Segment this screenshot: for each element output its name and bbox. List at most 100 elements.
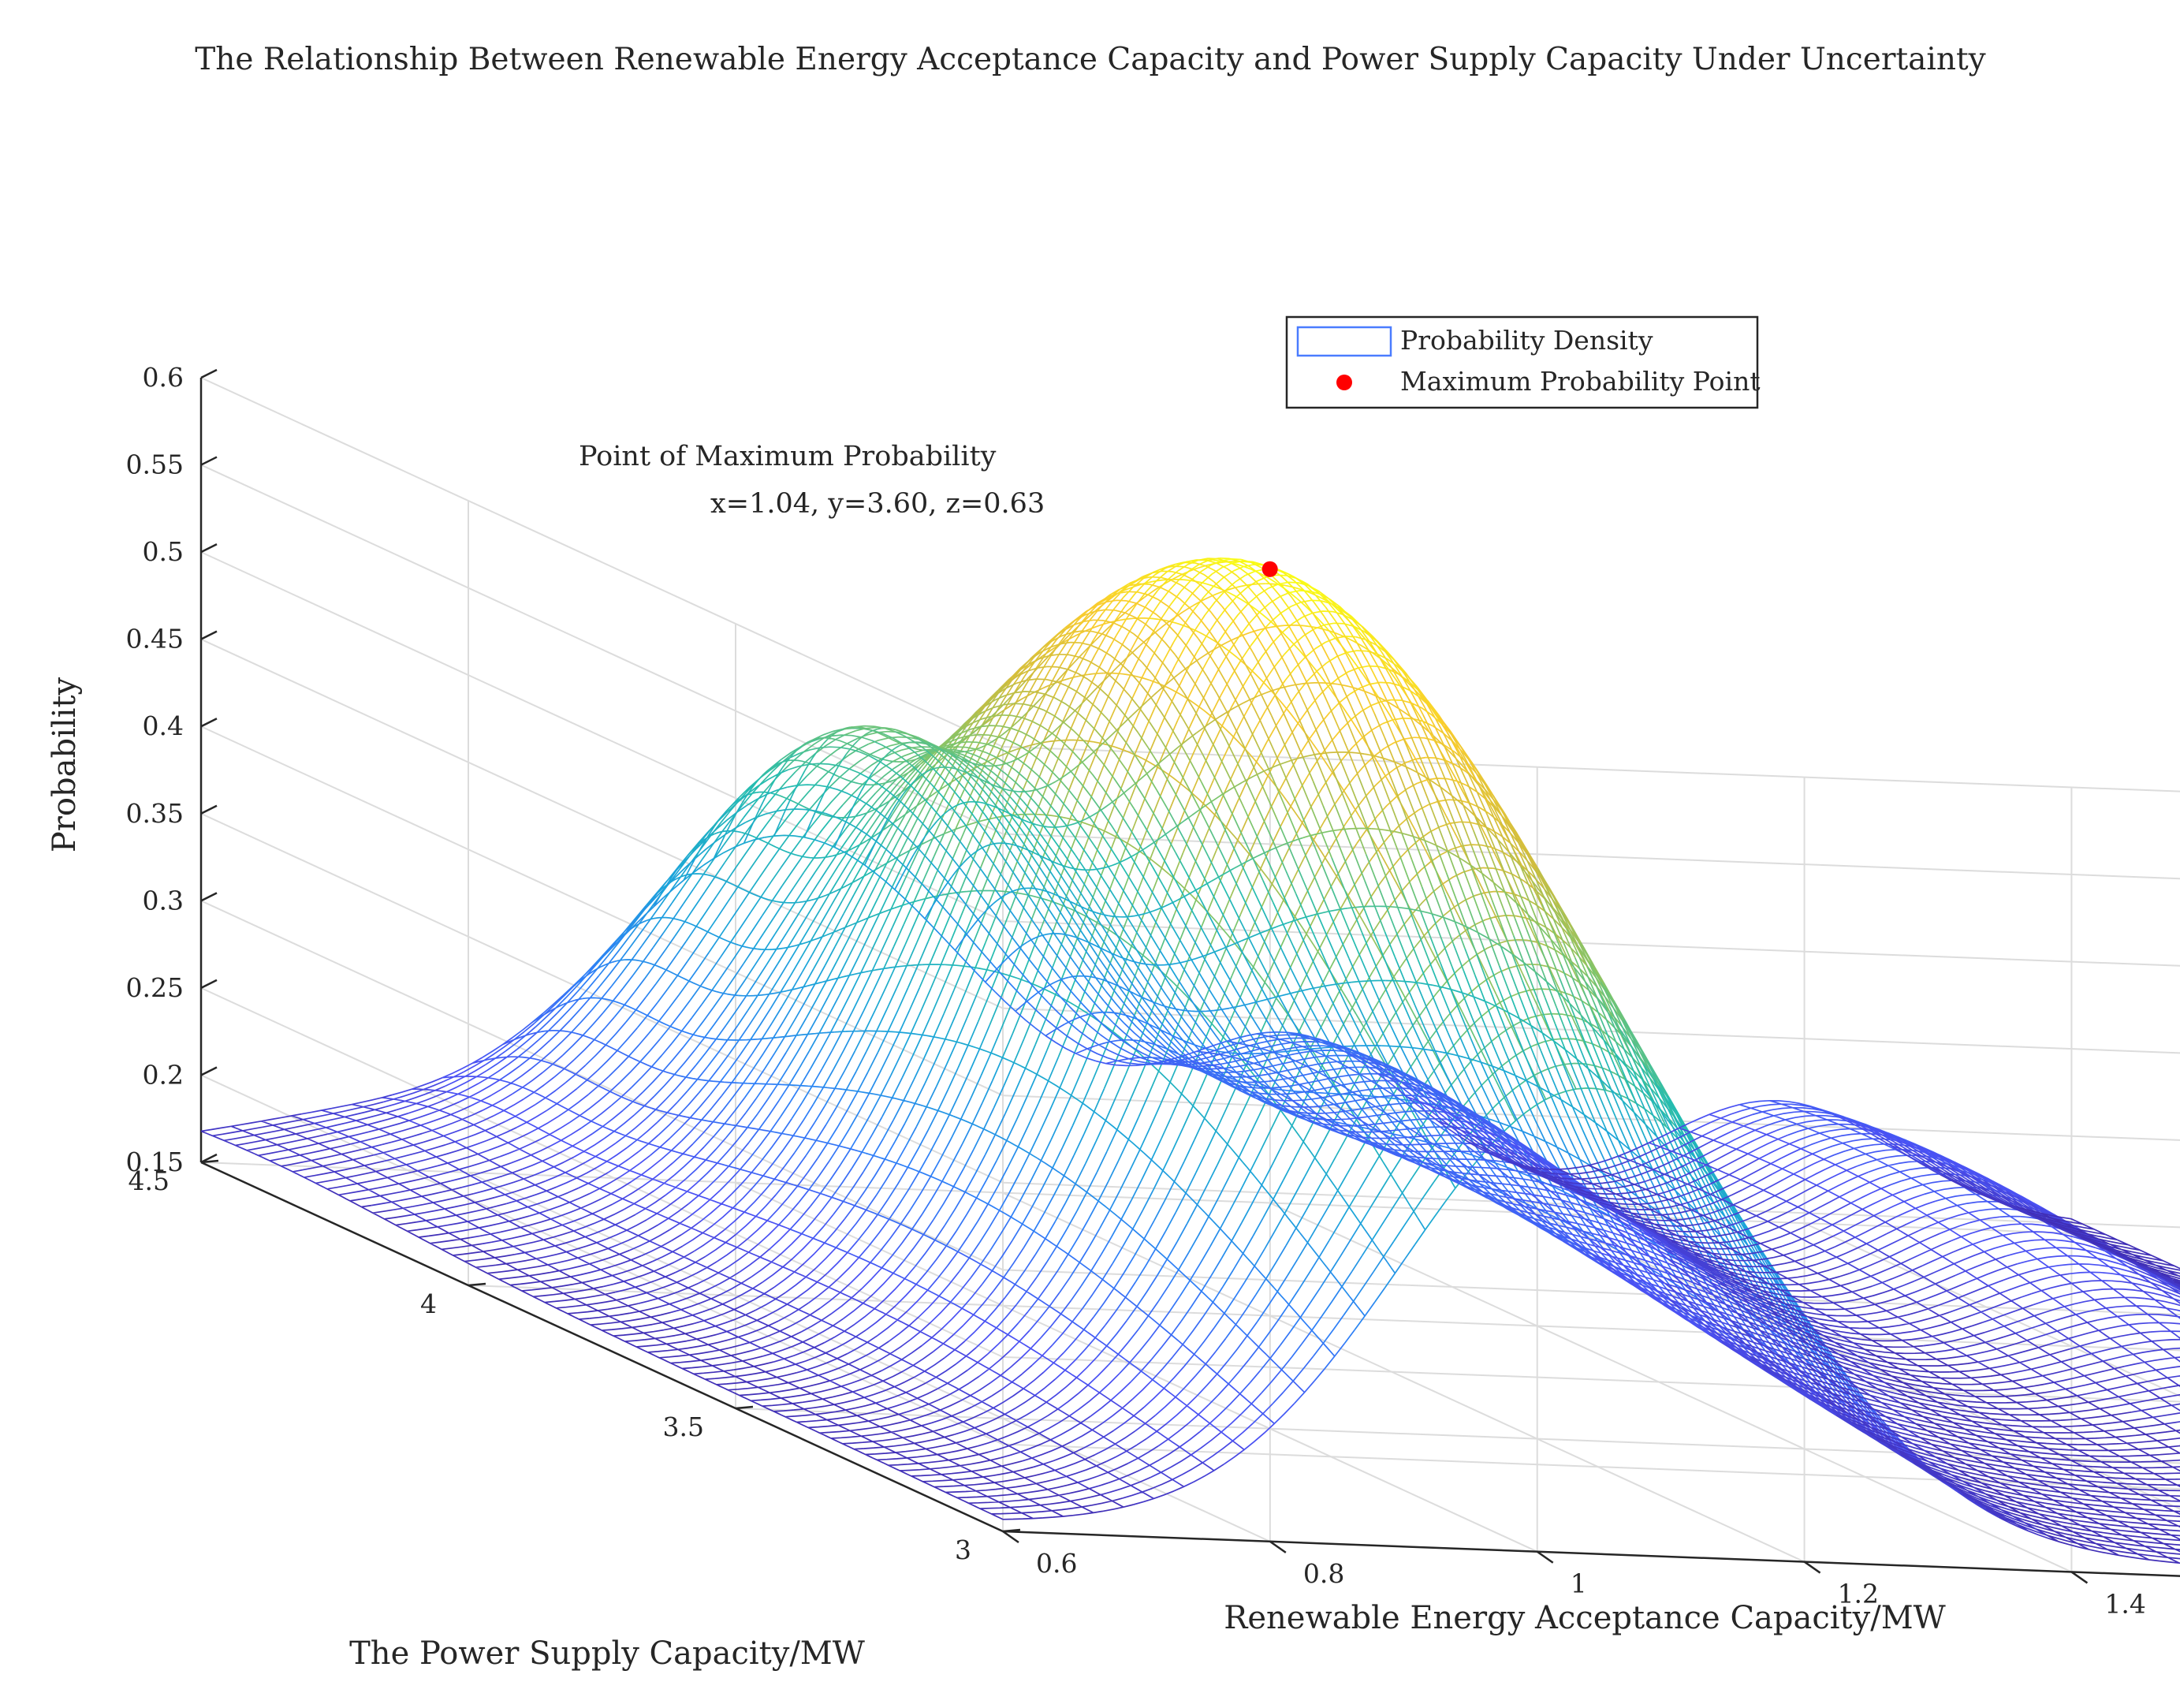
x-tick-mark [1536, 1550, 1554, 1564]
surface-mesh-lines [990, 815, 1527, 937]
surface-mesh-lines [982, 1266, 1888, 1428]
surface-mesh-lines [1083, 856, 1601, 986]
surface-mesh-lines [516, 1109, 1673, 1305]
surface-mesh-lines [1619, 1212, 2180, 1307]
z-tick-mark [200, 718, 218, 728]
grid-line-x-floor [1269, 1202, 2072, 1573]
surface-mesh-lines [1094, 637, 1446, 748]
surface-mesh-lines [931, 770, 1434, 891]
surface-mesh-lines [1073, 883, 1611, 1007]
surface-mesh-lines [1940, 1174, 2081, 1238]
surface-mesh-lines [753, 932, 1435, 1071]
surface-mesh-lines [910, 1406, 1096, 1468]
surface-mesh-lines [858, 1339, 1999, 1518]
surface-mesh-lines [701, 845, 1248, 967]
max-probability-point [1261, 561, 1278, 577]
z-tick-label: 0.55 [126, 449, 184, 480]
surface-mesh-lines [1043, 1356, 1209, 1424]
x-axis-title: Renewable Energy Acceptance Capacity/MW [1224, 1600, 1946, 1636]
surface-mesh-lines [1117, 572, 1301, 626]
surface-mesh-lines [814, 854, 1383, 982]
surface-mesh-lines [1435, 943, 1560, 975]
surface-mesh-lines [606, 916, 1176, 1020]
surface-mesh-lines [616, 937, 1330, 1081]
surface-mesh-lines [920, 987, 1621, 1128]
x-tick-label: 0.8 [1303, 1558, 1344, 1589]
surface-mesh-lines [1157, 1011, 1694, 1139]
surface-mesh-lines [743, 946, 1444, 1091]
surface-mesh-lines [1384, 1258, 1406, 1288]
surface-mesh-lines [1291, 1338, 1346, 1370]
surface-mesh-lines [443, 1125, 1738, 1332]
y-tick-label: 4 [420, 1288, 437, 1319]
surface-mesh-lines [681, 1366, 2180, 1564]
surface-mesh-lines [885, 782, 1332, 888]
surface-mesh-lines [1136, 1275, 1313, 1348]
surface-mesh-lines [383, 1080, 2180, 1337]
surface-mesh-lines [877, 1031, 1641, 1184]
legend: Probability Density Maximum Probability … [1285, 315, 1761, 409]
surface-mesh-lines [593, 935, 1210, 1050]
grid-line-y-floor [468, 1285, 2180, 1352]
surface-mesh-lines [1064, 906, 1620, 1029]
surface-mesh-lines [361, 1135, 2180, 1379]
surface-mesh-lines [1001, 1033, 1683, 1163]
surface-mesh-lines [1229, 1184, 1778, 1275]
surface-mesh-lines [1738, 1099, 1876, 1129]
surface-mesh-lines [871, 841, 887, 850]
z-tick-mark [200, 630, 218, 640]
surface-mesh-lines [1009, 651, 1228, 713]
z-axis-title: Probability [47, 677, 83, 852]
surface-mesh-lines [1197, 651, 1443, 729]
surface-mesh-lines [200, 1130, 1998, 1374]
z-tick-mark [200, 979, 218, 990]
surface-mesh-lines [1126, 1300, 1281, 1371]
surface-mesh-lines [1427, 1113, 2071, 1229]
probability-surface [200, 557, 2180, 1564]
surface-mesh-lines [1239, 1369, 1315, 1404]
surface-mesh-lines [706, 800, 1062, 877]
surface-mesh-lines [864, 864, 959, 895]
surface-mesh-lines [1085, 1129, 1776, 1274]
surface-mesh-lines [896, 1468, 1135, 1520]
surface-mesh-lines [805, 994, 1548, 1127]
surface-mesh-lines [505, 1031, 1549, 1206]
surface-mesh-lines [785, 1352, 2049, 1539]
surface-mesh-lines [660, 876, 1290, 1016]
surface-mesh-lines [532, 994, 1482, 1136]
surface-mesh-lines [919, 964, 1611, 1104]
y-tick-label: 3.5 [663, 1412, 704, 1442]
surface-mesh-lines [1352, 1286, 1386, 1303]
grid-line-z-back-left [200, 725, 1004, 1097]
surface-mesh-lines [1176, 949, 1652, 1073]
surface-mesh-lines [788, 1415, 1034, 1472]
x-tick-label: 1.2 [1838, 1579, 1879, 1609]
y-tick-label: 3 [955, 1535, 971, 1565]
surface-mesh-lines [682, 1225, 1837, 1415]
surface-mesh-lines [1219, 1389, 1295, 1425]
legend-surface-swatch [1296, 326, 1392, 357]
grid-line-x-floor [1002, 1191, 1805, 1563]
surface-mesh-lines [1042, 624, 1353, 708]
z-tick-label: 0.5 [143, 536, 184, 567]
axes [199, 368, 2180, 1584]
surface-mesh-lines [1125, 785, 1556, 899]
surface-mesh-lines [1023, 640, 1362, 732]
surface-mesh-lines [1239, 1165, 1768, 1259]
z-tick-mark [200, 456, 218, 466]
surface-mesh-lines [301, 1094, 2180, 1368]
z-tick-mark [200, 804, 218, 815]
surface-mesh-lines [1156, 1259, 1839, 1363]
surface-mesh-lines [1015, 1010, 1464, 1107]
surface-mesh-lines [1077, 595, 1321, 663]
legend-label-density: Probability Density [1400, 325, 1653, 356]
surface-mesh-lines [1074, 674, 1466, 792]
surface-mesh-lines [743, 1292, 1951, 1486]
surface-mesh-lines [877, 1203, 1817, 1370]
z-tick-label: 0.6 [143, 362, 184, 393]
y-tick-mark [735, 1405, 754, 1410]
grid-line-z-back-left [200, 986, 1004, 1358]
surface-mesh-lines [639, 1038, 1526, 1204]
grid-line-y-floor [200, 1162, 2072, 1234]
grid-line-y-floor [735, 1408, 2180, 1464]
